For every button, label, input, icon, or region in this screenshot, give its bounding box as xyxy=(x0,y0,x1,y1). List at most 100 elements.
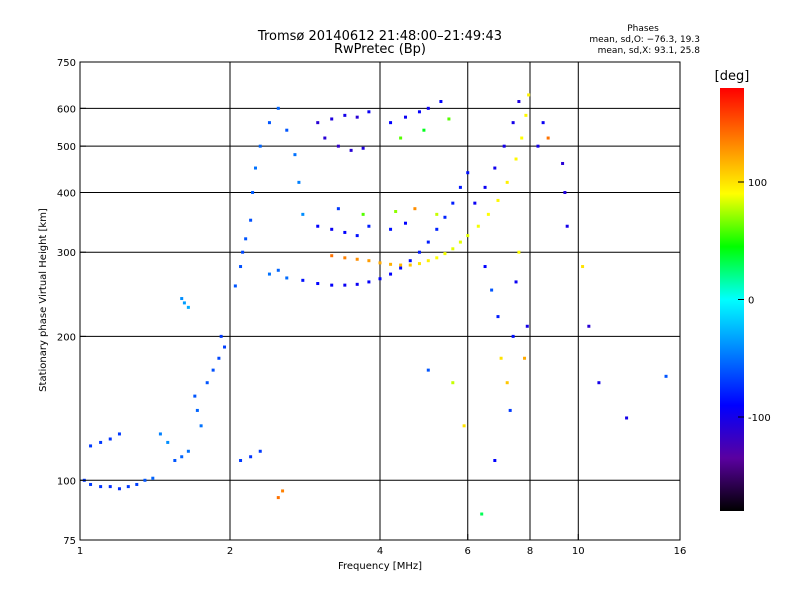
data-point xyxy=(258,449,262,453)
data-point xyxy=(349,148,353,152)
data-point xyxy=(330,117,334,121)
data-point xyxy=(565,224,569,228)
data-point xyxy=(239,265,243,269)
data-point xyxy=(361,146,365,150)
data-point xyxy=(389,121,393,125)
y-tick-label: 600 xyxy=(57,104,76,115)
data-point xyxy=(316,121,320,125)
data-point xyxy=(267,121,271,125)
data-point xyxy=(587,324,591,328)
x-tick-label: 4 xyxy=(377,546,383,557)
data-point xyxy=(367,280,371,284)
data-point xyxy=(546,136,550,140)
data-point xyxy=(408,263,412,267)
data-point xyxy=(223,345,227,349)
x-tick-label: 1 xyxy=(77,546,83,557)
colorbar-tick-label: 0 xyxy=(748,296,754,307)
data-point xyxy=(316,224,320,228)
x-tick-label: 6 xyxy=(465,546,471,557)
data-point xyxy=(466,234,470,238)
data-point xyxy=(439,100,443,104)
data-point xyxy=(343,256,347,260)
data-point xyxy=(458,240,462,244)
y-axis-label: Stationary phase Virtual Height [km] xyxy=(38,208,49,392)
data-point xyxy=(108,485,112,489)
data-point xyxy=(505,180,509,184)
data-point xyxy=(389,272,393,276)
data-point xyxy=(496,198,500,202)
data-point xyxy=(389,227,393,231)
x-axis-label: Frequency [MHz] xyxy=(338,561,422,572)
data-point xyxy=(89,482,93,486)
data-point xyxy=(158,432,162,436)
data-point xyxy=(483,185,487,189)
data-point xyxy=(486,212,490,216)
data-point xyxy=(443,215,447,219)
data-point xyxy=(301,212,305,216)
data-point xyxy=(244,237,248,241)
y-tick-label: 75 xyxy=(63,536,76,547)
data-point xyxy=(399,263,403,267)
data-point xyxy=(435,227,439,231)
data-point xyxy=(581,265,585,269)
data-point xyxy=(135,482,139,486)
data-point xyxy=(180,455,184,459)
data-point xyxy=(413,207,417,211)
data-point xyxy=(285,276,289,280)
data-point xyxy=(625,416,629,420)
data-point xyxy=(186,449,190,453)
data-point xyxy=(508,408,512,412)
data-points xyxy=(82,93,668,516)
data-point xyxy=(241,250,245,254)
data-point xyxy=(323,136,327,140)
data-point xyxy=(426,240,430,244)
data-point xyxy=(330,227,334,231)
data-point xyxy=(211,368,215,372)
data-point xyxy=(426,259,430,263)
data-point xyxy=(199,424,203,428)
data-point xyxy=(426,106,430,110)
data-point xyxy=(249,455,253,459)
data-point xyxy=(417,250,421,254)
data-point xyxy=(483,265,487,269)
data-point xyxy=(239,458,243,462)
data-point xyxy=(523,356,527,360)
data-point xyxy=(466,171,470,175)
data-point xyxy=(378,277,382,281)
data-point xyxy=(258,144,262,148)
data-point xyxy=(517,250,521,254)
data-point xyxy=(476,224,480,228)
data-point xyxy=(435,212,439,216)
data-point xyxy=(563,190,567,194)
data-point xyxy=(417,262,421,266)
data-point xyxy=(451,247,455,251)
data-point xyxy=(126,485,130,489)
data-point xyxy=(336,144,340,148)
data-point xyxy=(151,476,155,480)
data-point xyxy=(293,153,297,157)
data-point xyxy=(343,283,347,287)
phases-mean-o: mean, sd,O: −76.3, 19.3 xyxy=(589,35,700,45)
data-point xyxy=(536,144,540,148)
data-point xyxy=(355,282,359,286)
y-tick-label: 300 xyxy=(57,248,76,259)
data-point xyxy=(173,458,177,462)
data-point xyxy=(490,288,494,292)
data-point xyxy=(447,117,451,121)
data-point xyxy=(143,478,147,482)
data-point xyxy=(343,113,347,117)
data-point xyxy=(355,234,359,238)
data-point xyxy=(249,218,253,222)
data-point xyxy=(541,121,545,125)
data-point xyxy=(502,144,506,148)
data-point xyxy=(330,254,334,258)
data-point xyxy=(219,334,223,338)
data-point xyxy=(597,381,601,385)
data-point xyxy=(89,444,93,448)
colorbar-tick-label: 100 xyxy=(748,178,767,189)
data-point xyxy=(451,201,455,205)
data-point xyxy=(493,166,497,170)
data-point xyxy=(297,180,301,184)
data-point xyxy=(514,157,518,161)
